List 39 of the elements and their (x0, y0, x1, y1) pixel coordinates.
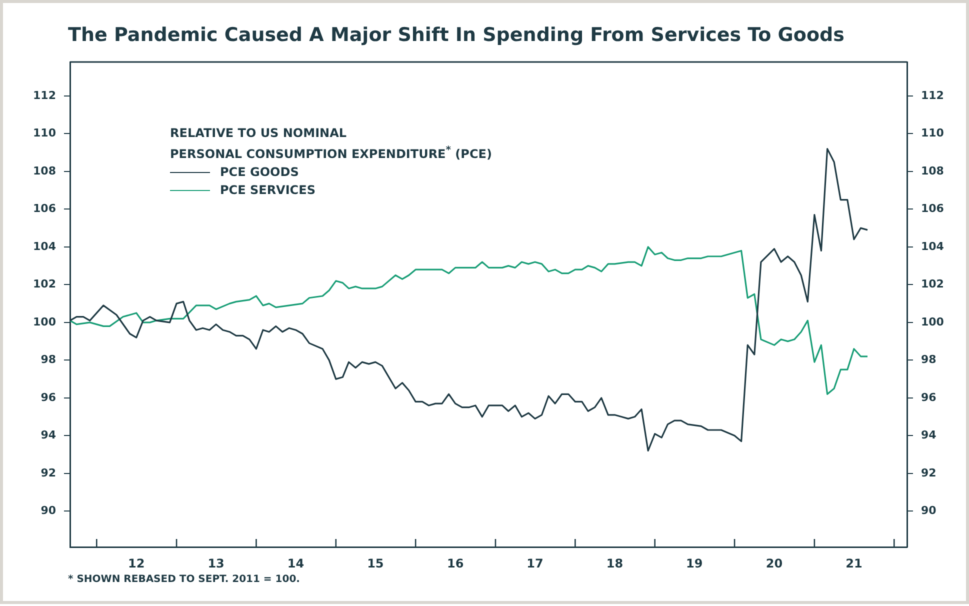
y2-tick-label: 102 (921, 278, 944, 291)
y-tick-label: 98 (40, 353, 56, 366)
y2-tick-label: 98 (921, 353, 936, 366)
y-tick-label: 90 (40, 504, 56, 518)
y2-tick-label: 92 (921, 466, 936, 480)
y-tick-label: 94 (40, 428, 56, 442)
y2-tick-label: 96 (921, 390, 937, 404)
x-tick-label: 14 (287, 556, 304, 570)
chart-title: The Pandemic Caused A Major Shift In Spending From Services To Goods (68, 24, 844, 46)
x-tick-label: 19 (686, 556, 703, 570)
legend-title: RELATIVE TO US NOMINAL PERSONAL CONSUMPTION EXPENDITURE$^{*}$ (PCE) (170, 125, 492, 163)
y2-tick-label: 94 (921, 428, 937, 442)
x-tick-label: 15 (367, 556, 384, 570)
y2-tick-label: 110 (921, 126, 944, 140)
y2-tick-label: 100 (921, 315, 944, 328)
y-tick-label: 100 (33, 315, 56, 328)
y-tick-label: 112 (33, 88, 56, 102)
x-tick-label: 16 (446, 556, 464, 570)
legend-label: PCE SERVICES (220, 182, 316, 199)
legend-label: PCE GOODS (220, 164, 299, 181)
y-tick-label: 92 (40, 466, 56, 480)
text: * SHOWN REBASED TO SEPT. 2011 = 100. (68, 574, 300, 585)
x-tick-label: 12 (128, 556, 145, 570)
y-tick-label: 102 (33, 278, 56, 291)
y2-tick-label: 90 (921, 504, 937, 518)
x-tick-label: 13 (208, 556, 224, 570)
y-tick-label: 104 (33, 240, 56, 253)
x-tick-label: 18 (606, 556, 624, 570)
y-tick-label: 96 (40, 390, 56, 404)
y-tick-label: 106 (33, 202, 56, 216)
x-tick-label: 17 (526, 556, 544, 570)
y2-tick-label: 108 (921, 164, 944, 178)
x-tick-label: 21 (846, 556, 862, 570)
y2-tick-label: 104 (921, 240, 944, 253)
y-tick-label: 108 (33, 164, 56, 178)
y2-tick-label: 106 (921, 202, 944, 216)
x-tick-label: 20 (766, 556, 783, 570)
y2-tick-label: 112 (921, 88, 944, 102)
y-tick-label: 110 (33, 126, 56, 140)
